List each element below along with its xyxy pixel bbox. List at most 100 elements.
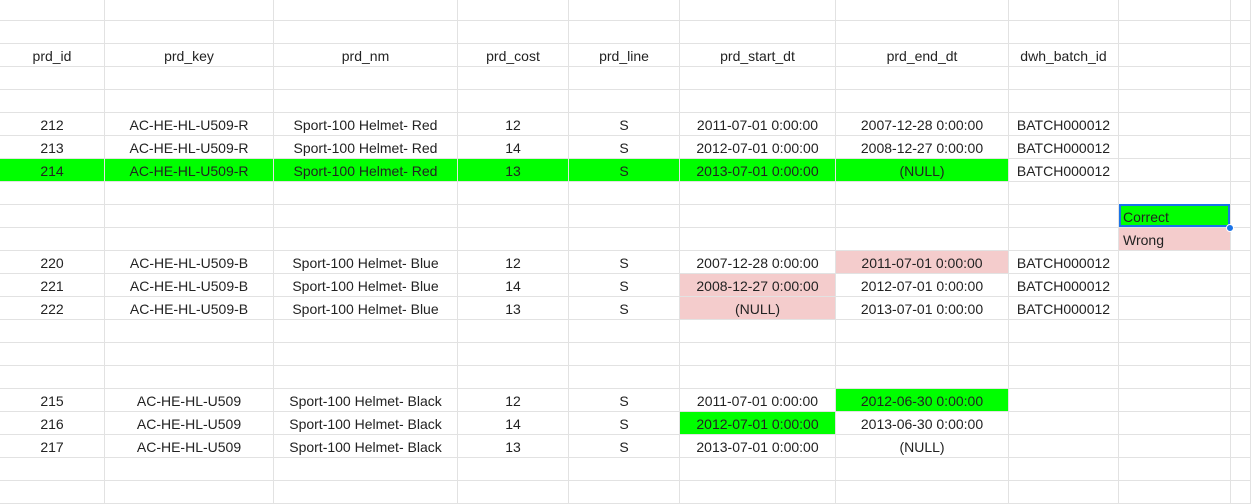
cell-prd-nm[interactable] [274, 458, 458, 481]
cell-extra[interactable] [1231, 228, 1251, 251]
cell-extra[interactable] [1231, 251, 1251, 274]
cell-prd-cost[interactable]: 14 [458, 136, 569, 159]
cell-prd-cost[interactable]: 13 [458, 297, 569, 320]
cell-prd-nm[interactable] [274, 67, 458, 90]
cell-prd-nm[interactable]: Sport-100 Helmet- Black [274, 389, 458, 412]
cell-prd-key[interactable]: AC-HE-HL-U509-R [105, 136, 274, 159]
cell-legend[interactable] [1119, 182, 1231, 205]
column-header-prd-line[interactable]: prd_line [569, 44, 680, 67]
cell-dwh-batch-id[interactable] [1009, 412, 1119, 435]
cell-prd-start-dt[interactable]: 2012-07-01 0:00:00 [680, 412, 836, 435]
cell-prd-cost[interactable] [458, 182, 569, 205]
cell-extra[interactable] [1231, 0, 1251, 21]
cell-extra[interactable] [1231, 67, 1251, 90]
cell-prd-end-dt[interactable] [836, 481, 1009, 504]
cell-prd-key[interactable] [105, 366, 274, 389]
cell-prd-cost[interactable] [458, 205, 569, 228]
cell-dwh-batch-id[interactable] [1009, 182, 1119, 205]
cell-prd-nm[interactable]: Sport-100 Helmet- Black [274, 435, 458, 458]
cell-prd-nm[interactable]: Sport-100 Helmet- Blue [274, 274, 458, 297]
cell-prd-nm[interactable] [274, 366, 458, 389]
cell-prd-key[interactable]: AC-HE-HL-U509 [105, 435, 274, 458]
cell-prd-id[interactable]: 216 [0, 412, 105, 435]
cell-prd-start-dt[interactable] [680, 90, 836, 113]
column-header-empty[interactable] [1119, 44, 1231, 67]
cell-prd-end-dt[interactable] [836, 228, 1009, 251]
cell-legend[interactable] [1119, 274, 1231, 297]
cell-prd-id[interactable] [0, 21, 105, 44]
column-header-prd-cost[interactable]: prd_cost [458, 44, 569, 67]
cell-extra[interactable] [1231, 412, 1251, 435]
cell-extra[interactable] [1231, 113, 1251, 136]
column-header-prd-end-dt[interactable]: prd_end_dt [836, 44, 1009, 67]
cell-dwh-batch-id[interactable]: BATCH000012 [1009, 251, 1119, 274]
cell-extra[interactable] [1231, 458, 1251, 481]
cell-prd-end-dt[interactable] [836, 320, 1009, 343]
cell-prd-line[interactable] [569, 343, 680, 366]
cell-prd-start-dt[interactable] [680, 343, 836, 366]
cell-prd-id[interactable]: 217 [0, 435, 105, 458]
cell-dwh-batch-id[interactable] [1009, 21, 1119, 44]
cell-prd-cost[interactable]: 12 [458, 113, 569, 136]
cell-dwh-batch-id[interactable] [1009, 389, 1119, 412]
cell-prd-start-dt[interactable] [680, 228, 836, 251]
cell-extra[interactable] [1231, 343, 1251, 366]
cell-prd-end-dt[interactable]: 2011-07-01 0:00:00 [836, 251, 1009, 274]
cell-prd-line[interactable] [569, 182, 680, 205]
cell-prd-end-dt[interactable]: 2013-06-30 0:00:00 [836, 412, 1009, 435]
cell-prd-cost[interactable]: 12 [458, 251, 569, 274]
cell-prd-id[interactable]: 220 [0, 251, 105, 274]
cell-prd-cost[interactable] [458, 343, 569, 366]
cell-prd-key[interactable] [105, 90, 274, 113]
cell-prd-cost[interactable]: 14 [458, 412, 569, 435]
cell-prd-key[interactable] [105, 343, 274, 366]
cell-dwh-batch-id[interactable]: BATCH000012 [1009, 113, 1119, 136]
cell-dwh-batch-id[interactable] [1009, 343, 1119, 366]
cell-prd-id[interactable]: 212 [0, 113, 105, 136]
cell-prd-nm[interactable] [274, 228, 458, 251]
cell-prd-cost[interactable]: 14 [458, 274, 569, 297]
cell-prd-key[interactable] [105, 182, 274, 205]
cell-prd-nm[interactable]: Sport-100 Helmet- Blue [274, 251, 458, 274]
cell-legend[interactable] [1119, 251, 1231, 274]
cell-dwh-batch-id[interactable] [1009, 0, 1119, 21]
cell-prd-id[interactable] [0, 458, 105, 481]
cell-prd-id[interactable]: 222 [0, 297, 105, 320]
cell-prd-cost[interactable] [458, 481, 569, 504]
cell-prd-start-dt[interactable]: 2013-07-01 0:00:00 [680, 435, 836, 458]
cell-prd-key[interactable]: AC-HE-HL-U509-R [105, 113, 274, 136]
cell-prd-line[interactable] [569, 366, 680, 389]
cell-legend[interactable] [1119, 21, 1231, 44]
cell-prd-key[interactable]: AC-HE-HL-U509-B [105, 251, 274, 274]
cell-dwh-batch-id[interactable]: BATCH000012 [1009, 274, 1119, 297]
cell-dwh-batch-id[interactable]: BATCH000012 [1009, 159, 1119, 182]
cell-prd-line[interactable]: S [569, 389, 680, 412]
cell-prd-start-dt[interactable]: (NULL) [680, 297, 836, 320]
cell-prd-end-dt[interactable] [836, 458, 1009, 481]
cell-dwh-batch-id[interactable] [1009, 67, 1119, 90]
cell-prd-nm[interactable]: Sport-100 Helmet- Red [274, 159, 458, 182]
cell-prd-key[interactable]: AC-HE-HL-U509-B [105, 297, 274, 320]
cell-prd-id[interactable] [0, 320, 105, 343]
cell-prd-cost[interactable] [458, 458, 569, 481]
cell-prd-id[interactable]: 214 [0, 159, 105, 182]
cell-prd-line[interactable] [569, 320, 680, 343]
cell-prd-start-dt[interactable] [680, 366, 836, 389]
cell-legend[interactable] [1119, 136, 1231, 159]
column-header-empty[interactable] [1231, 44, 1251, 67]
cell-extra[interactable] [1231, 389, 1251, 412]
cell-prd-cost[interactable]: 13 [458, 159, 569, 182]
cell-prd-nm[interactable] [274, 0, 458, 21]
cell-dwh-batch-id[interactable]: BATCH000012 [1009, 297, 1119, 320]
cell-extra[interactable] [1231, 90, 1251, 113]
cell-legend[interactable] [1119, 297, 1231, 320]
cell-prd-end-dt[interactable] [836, 0, 1009, 21]
cell-prd-end-dt[interactable] [836, 343, 1009, 366]
cell-prd-start-dt[interactable] [680, 0, 836, 21]
cell-prd-line[interactable] [569, 90, 680, 113]
selected-cell[interactable] [1119, 204, 1230, 227]
cell-legend[interactable] [1119, 320, 1231, 343]
cell-prd-nm[interactable] [274, 90, 458, 113]
cell-prd-end-dt[interactable]: 2012-07-01 0:00:00 [836, 274, 1009, 297]
cell-prd-end-dt[interactable]: (NULL) [836, 435, 1009, 458]
